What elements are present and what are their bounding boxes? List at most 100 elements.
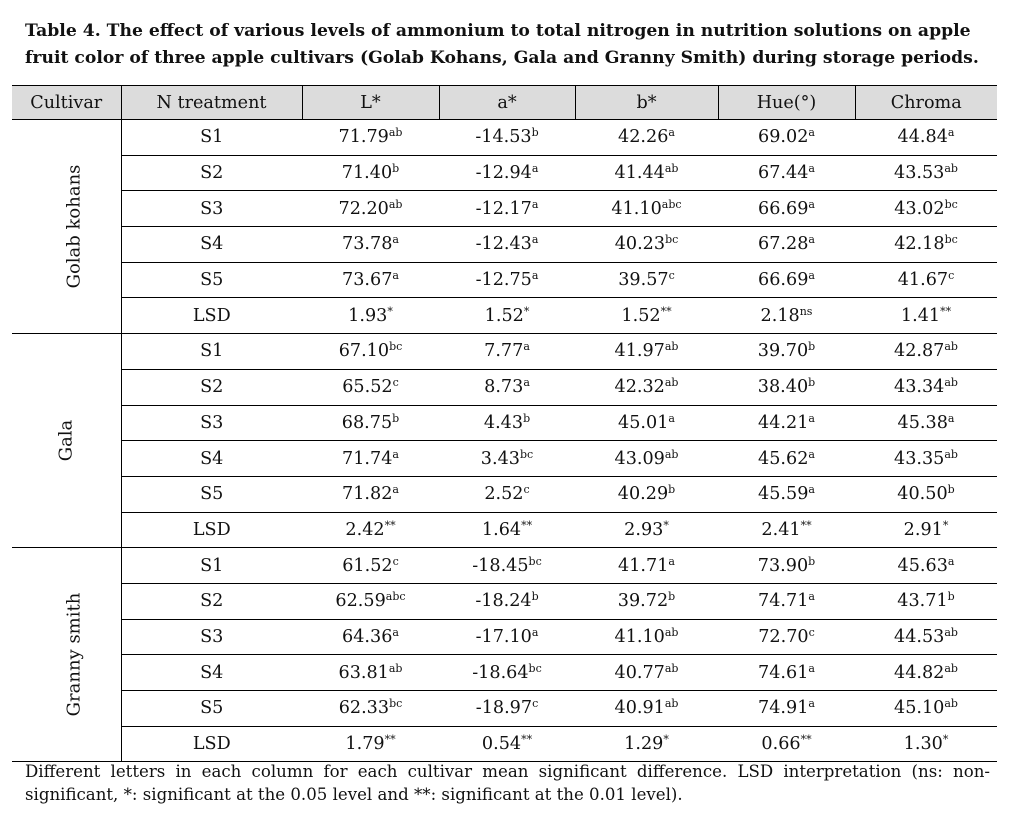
- cell-value: 72.20: [338, 198, 389, 219]
- significance-superscript: c: [392, 554, 399, 568]
- significance-superscript: a: [531, 162, 539, 176]
- value-cell: 0.54**: [439, 726, 575, 763]
- significance-superscript: bc: [944, 197, 958, 211]
- significance-superscript: ab: [944, 162, 958, 176]
- cell-value: 72.70: [758, 626, 809, 647]
- cell-value: 39.72: [617, 591, 669, 612]
- significance-superscript: b: [531, 590, 539, 604]
- cell-value: 2.91: [903, 519, 943, 540]
- cell-value: 2.18: [760, 305, 800, 326]
- value-cell: 44.82ab: [855, 654, 997, 691]
- treatment-cell: S1: [120, 333, 302, 370]
- cell-value: 1.64: [481, 519, 522, 540]
- significance-superscript: a: [392, 625, 399, 639]
- significance-superscript: **: [521, 518, 533, 532]
- significance-superscript: ab: [664, 447, 679, 461]
- value-cell: 39.72b: [575, 583, 718, 620]
- value-cell: 1.64**: [439, 512, 575, 549]
- cell-value: -18.97: [475, 698, 533, 719]
- significance-superscript: a: [808, 697, 815, 711]
- significance-superscript: bc: [389, 340, 403, 354]
- table-row: S3 72.20ab -12.17a 41.10abc 66.69a 43.02bc: [12, 190, 997, 228]
- significance-superscript: c: [532, 697, 539, 711]
- significance-superscript: ab: [388, 126, 403, 140]
- treatment-cell: S3: [120, 619, 302, 656]
- value-cell: 71.82a: [302, 476, 439, 513]
- significance-superscript: a: [392, 233, 399, 247]
- cell-value: 63.81: [338, 662, 389, 683]
- cell-value: 67.28: [758, 234, 809, 255]
- cell-value: 41.71: [618, 555, 669, 576]
- cell-value: 41.10: [611, 198, 662, 219]
- significance-superscript: a: [668, 554, 675, 568]
- cell-value: 44.82: [894, 662, 945, 683]
- lsd-row: LSD 2.42** 1.64** 2.93* 2.41** 2.91*: [12, 512, 997, 549]
- significance-superscript: a: [531, 197, 539, 211]
- value-cell: 1.79**: [302, 726, 439, 763]
- significance-superscript: b: [947, 483, 955, 497]
- value-cell: 43.53ab: [855, 155, 997, 192]
- value-cell: 4.43b: [439, 405, 575, 442]
- cell-value: 73.67: [342, 270, 393, 291]
- value-cell: -18.97c: [439, 690, 575, 727]
- significance-superscript: **: [940, 304, 952, 318]
- value-cell: 65.52c: [302, 369, 439, 406]
- value-cell: 42.26a: [575, 119, 718, 156]
- header-chroma: Chroma: [855, 85, 997, 120]
- value-cell: 2.93*: [575, 512, 718, 549]
- value-cell: 41.97ab: [575, 333, 718, 370]
- value-cell: 1.52**: [575, 297, 718, 335]
- value-cell: -12.43a: [439, 226, 575, 263]
- significance-superscript: a: [808, 590, 815, 604]
- color-results-table: Cultivar N treatment L* a* b* Hue(°) Chr…: [12, 85, 997, 763]
- cell-value: 45.63: [897, 555, 948, 576]
- cell-value: 67.10: [338, 341, 390, 362]
- significance-superscript: a: [808, 162, 815, 176]
- significance-superscript: a: [531, 233, 539, 247]
- significance-superscript: b: [392, 411, 400, 425]
- value-cell: 40.29b: [575, 476, 718, 513]
- significance-superscript: a: [392, 269, 399, 283]
- significance-superscript: a: [668, 411, 675, 425]
- cell-value: 4.43: [483, 412, 524, 433]
- cell-value: 1.79: [345, 734, 385, 755]
- cell-value: 1.29: [624, 734, 664, 755]
- value-cell: 68.75b: [302, 405, 439, 442]
- value-cell: 45.59a: [718, 476, 855, 513]
- value-cell: 1.41**: [855, 297, 997, 335]
- value-cell: 41.44ab: [575, 155, 718, 192]
- cell-value: 40.91: [614, 698, 665, 719]
- significance-superscript: ns: [799, 304, 813, 318]
- significance-superscript: ab: [944, 340, 958, 354]
- table-row: S2 71.40b -12.94a 41.44ab 67.44a 43.53ab: [12, 155, 997, 192]
- cell-value: 0.66: [761, 734, 801, 755]
- cell-value: 66.69: [758, 270, 809, 291]
- value-cell: 72.20ab: [302, 190, 439, 228]
- value-cell: 1.93*: [302, 297, 439, 335]
- significance-superscript: b: [808, 340, 816, 354]
- treatment-cell: LSD: [120, 297, 302, 335]
- cell-value: 61.52: [342, 555, 393, 576]
- cell-value: 44.21: [758, 412, 809, 433]
- cell-value: 38.40: [757, 377, 809, 398]
- cell-value: 2.52: [484, 484, 524, 505]
- cell-value: 45.59: [758, 484, 809, 505]
- value-cell: 43.71b: [855, 583, 997, 620]
- value-cell: 42.18bc: [855, 226, 997, 263]
- cultivar-group-label: Golab kohans: [12, 119, 121, 335]
- significance-superscript: ab: [944, 625, 958, 639]
- value-cell: 73.67a: [302, 262, 439, 299]
- significance-superscript: abc: [385, 590, 406, 604]
- value-cell: 66.69a: [718, 262, 855, 299]
- significance-superscript: b: [392, 162, 400, 176]
- value-cell: 61.52c: [302, 547, 439, 584]
- table-body: Golab kohans S1 71.79ab -14.53b 42.26a 69.02a…: [12, 119, 997, 763]
- significance-superscript: b: [668, 590, 676, 604]
- header-n-treatment: N treatment: [121, 85, 303, 120]
- value-cell: 69.02a: [718, 119, 855, 156]
- value-cell: 2.18ns: [718, 297, 855, 335]
- significance-superscript: a: [808, 126, 815, 140]
- cell-value: 42.18: [894, 234, 945, 255]
- cell-value: 71.74: [342, 448, 393, 469]
- treatment-cell: S4: [120, 226, 302, 263]
